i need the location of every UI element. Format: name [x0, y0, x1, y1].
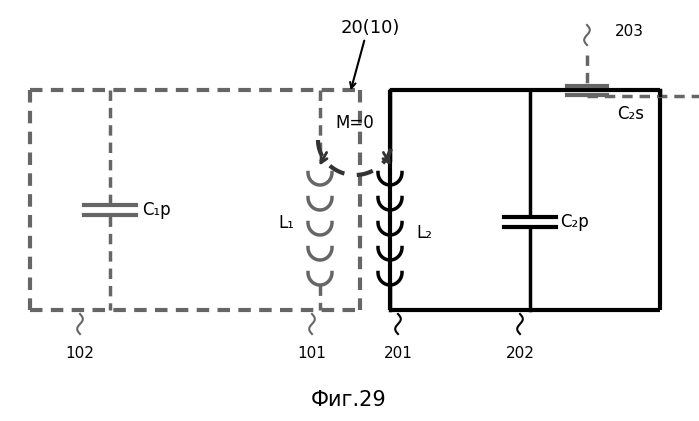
Text: 203: 203 [615, 24, 644, 40]
Text: L₂: L₂ [416, 224, 432, 242]
Text: L₁: L₁ [278, 213, 294, 232]
Text: M=0: M=0 [336, 114, 375, 132]
Text: 101: 101 [298, 346, 326, 361]
Text: 201: 201 [384, 346, 412, 361]
Text: Фиг.29: Фиг.29 [311, 390, 387, 410]
Text: 102: 102 [66, 346, 94, 361]
Text: 202: 202 [505, 346, 535, 361]
Text: C₂p: C₂p [560, 213, 589, 231]
Text: C₂s: C₂s [617, 105, 644, 123]
Text: C₁p: C₁p [142, 201, 171, 219]
Text: 20(10): 20(10) [340, 19, 400, 37]
